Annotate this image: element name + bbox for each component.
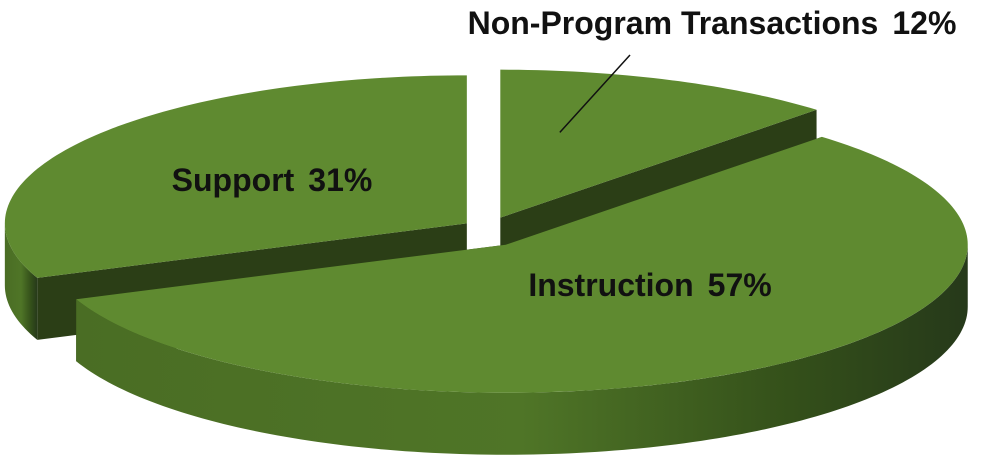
slice-outer-wall bbox=[76, 244, 968, 455]
data-label: Instruction 57% bbox=[528, 267, 771, 303]
pie-slice bbox=[76, 136, 968, 393]
value-label: 12% bbox=[892, 5, 956, 41]
labels: Non-Program Transactions 12% Instruction 57… bbox=[172, 5, 957, 303]
category-label: Support bbox=[172, 162, 295, 198]
value-label: 31% bbox=[308, 162, 372, 198]
data-label: Support 31% bbox=[172, 162, 373, 198]
value-label: 57% bbox=[708, 267, 772, 303]
data-label: Non-Program Transactions 12% bbox=[468, 5, 957, 41]
pie-slice bbox=[500, 69, 817, 218]
category-label: Instruction bbox=[528, 267, 693, 303]
slice-outer-wall bbox=[4, 223, 38, 340]
pie-slice bbox=[4, 75, 467, 278]
pie bbox=[4, 69, 968, 455]
leader-line bbox=[559, 54, 631, 133]
category-label: Non-Program Transactions bbox=[468, 5, 879, 41]
